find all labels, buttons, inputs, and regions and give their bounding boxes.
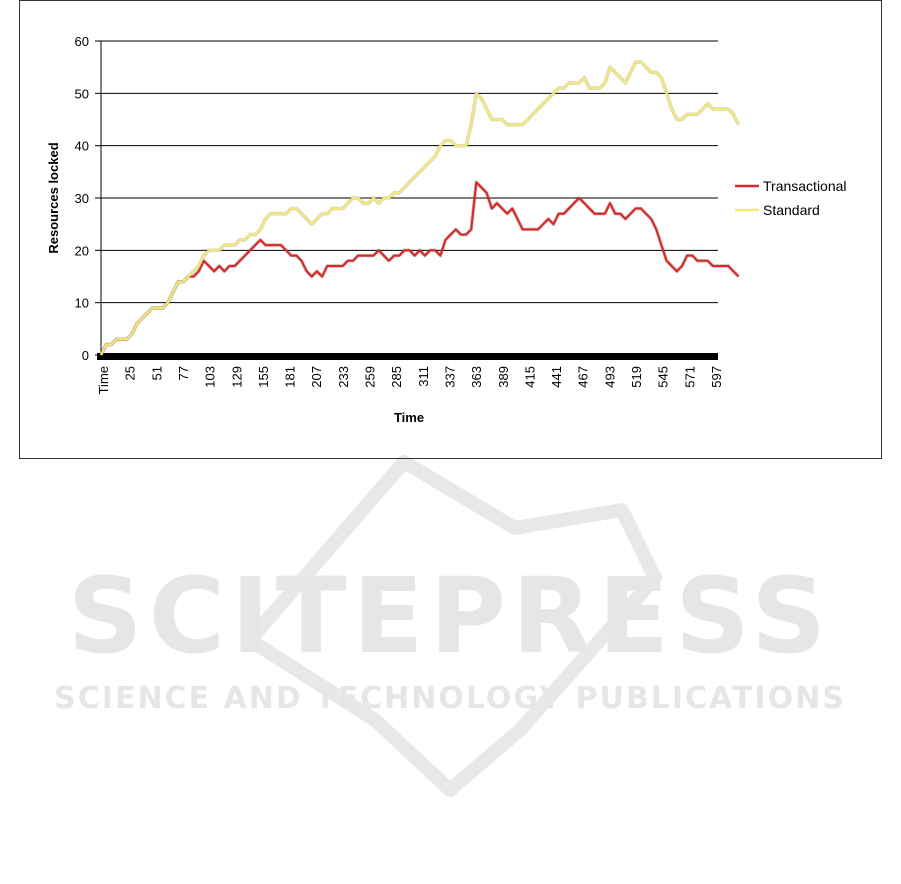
x-tick-label: 25 xyxy=(123,366,138,380)
x-tick-label: 51 xyxy=(149,366,164,380)
y-tick-label: 0 xyxy=(82,348,89,363)
watermark-tagline: SCIENCE AND TECHNOLOGY PUBLICATIONS xyxy=(54,681,846,716)
x-tick-label: 415 xyxy=(522,366,537,388)
series-line-transactional xyxy=(100,181,740,356)
x-tick-label: 259 xyxy=(363,366,378,388)
x-tick-label: 363 xyxy=(469,366,484,388)
watermark-book-icon xyxy=(243,455,662,797)
x-tick-label: 597 xyxy=(709,366,724,388)
x-tick-label: 155 xyxy=(256,366,271,388)
x-tick-label: 519 xyxy=(629,366,644,388)
y-tick-label: 40 xyxy=(75,139,89,154)
x-axis-bar xyxy=(97,353,718,360)
y-axis-title: Resources locked xyxy=(46,142,61,253)
watermark-wordmark: SCITEPRESS xyxy=(68,555,832,677)
y-tick-label: 20 xyxy=(75,243,89,258)
x-axis-title: Time xyxy=(394,410,424,425)
x-tick-label: 311 xyxy=(416,366,431,387)
data-series xyxy=(99,60,741,356)
x-tick-label: 233 xyxy=(336,366,351,388)
x-tick-label: 441 xyxy=(549,366,564,388)
y-tick-label: 50 xyxy=(75,86,89,101)
x-axis-tick-labels: Time 25 51 77 103 129 155 181 207 233 259 285 311 337… xyxy=(96,366,724,394)
x-tick-label: 129 xyxy=(229,366,244,388)
y-axis-tick-labels: 0 10 20 30 40 50 60 xyxy=(75,34,89,363)
x-tick-label: 207 xyxy=(309,366,324,388)
publisher-watermark: SCITEPRESS SCIENCE AND TECHNOLOGY PUBLIC… xyxy=(54,455,846,797)
x-tick-label: 467 xyxy=(576,366,591,388)
chart-legend: Transactional Standard xyxy=(735,178,847,218)
x-tick-label: 103 xyxy=(203,366,218,388)
y-tick-label: 30 xyxy=(75,191,89,206)
y-tick-label: 10 xyxy=(75,296,89,311)
x-tick-label: 493 xyxy=(602,366,617,388)
legend-label-transactional: Transactional xyxy=(763,178,847,194)
x-tick-label: 389 xyxy=(496,366,511,388)
chart-frame xyxy=(19,0,882,459)
x-tick-label: 77 xyxy=(176,366,191,380)
x-tick-label: 337 xyxy=(442,366,457,388)
x-tick-label: 571 xyxy=(682,366,697,388)
legend-label-standard: Standard xyxy=(763,202,820,218)
y-tick-label: 60 xyxy=(75,34,89,49)
x-tick-label: 545 xyxy=(656,366,671,388)
x-tick-label: 285 xyxy=(389,366,404,388)
plot-gridlines xyxy=(95,40,718,356)
x-tick-label: 181 xyxy=(283,366,298,388)
series-line-standard xyxy=(100,60,740,356)
x-tick-label: Time xyxy=(96,366,111,394)
